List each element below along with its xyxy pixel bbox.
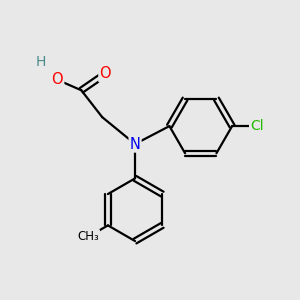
Text: O: O [52, 72, 63, 87]
Text: N: N [130, 136, 140, 152]
Text: O: O [99, 66, 111, 81]
Text: CH₃: CH₃ [77, 230, 99, 243]
Text: H: H [36, 55, 46, 69]
Text: Cl: Cl [250, 119, 264, 133]
